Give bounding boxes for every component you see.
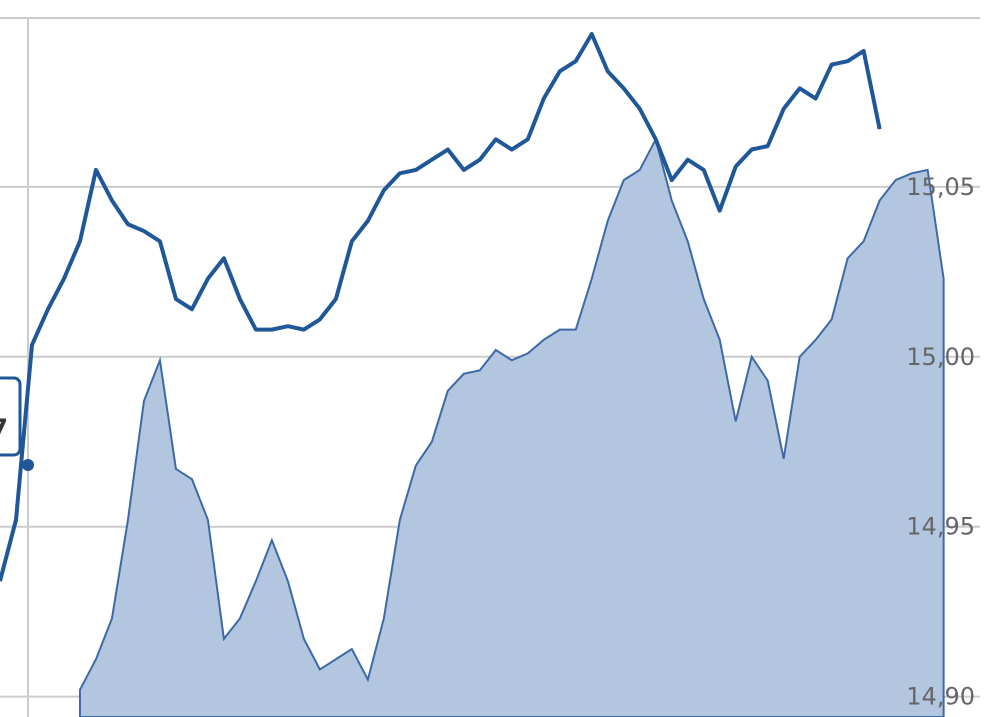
- series-group: [0, 31, 945, 717]
- y-tick-label: 15,00: [906, 343, 975, 371]
- line: [0, 31, 882, 582]
- y-tick-label: 15,05: [906, 173, 975, 201]
- tooltip-text: 7: [0, 414, 8, 442]
- hover-marker: [22, 459, 34, 471]
- tooltip-box: [0, 376, 22, 457]
- y-tick-label: 14,95: [906, 513, 975, 541]
- area: [78, 136, 945, 717]
- y-tick-label: 14,90: [906, 683, 975, 711]
- y-axis: 15,05 15,00 14,95 14,90: [906, 173, 975, 711]
